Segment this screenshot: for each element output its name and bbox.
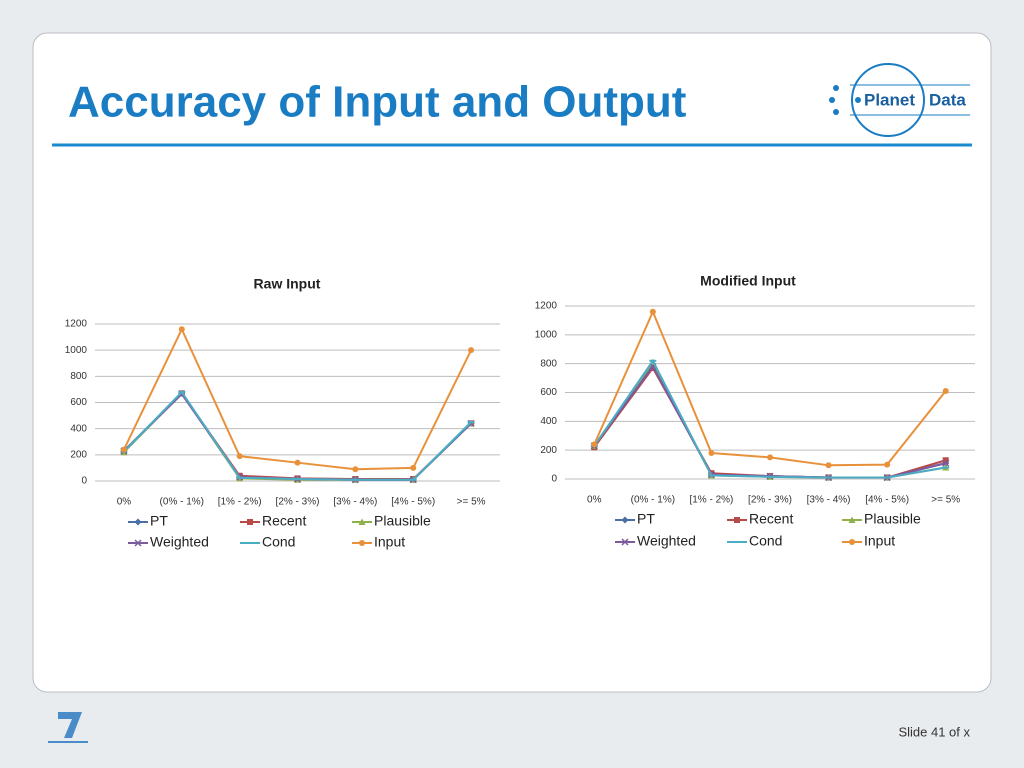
legend-label: Plausible [864, 511, 921, 527]
legend-marker [734, 517, 740, 523]
point [825, 462, 832, 469]
x-tick-label: [1% - 2%) [689, 495, 733, 506]
chart: Raw Input 0 200 400 600 800 1000 1200 0% (0% - 1%… [65, 276, 500, 550]
point [942, 457, 949, 464]
point [591, 441, 598, 448]
legend-marker [247, 519, 253, 525]
logo-text: Planet [864, 90, 915, 109]
legend-label: Cond [749, 533, 782, 549]
slide-number: Slide 41 of x [898, 724, 970, 739]
legend-marker [134, 539, 142, 547]
y-tick-label: 800 [540, 358, 557, 369]
point [294, 459, 301, 466]
y-tick-label: 400 [70, 423, 87, 434]
y-tick-label: 200 [540, 445, 557, 456]
x-tick-label: [3% - 4%) [333, 497, 377, 508]
point [708, 450, 715, 457]
y-tick-label: 0 [551, 474, 557, 485]
legend-label: Weighted [150, 534, 209, 550]
logo-ring [851, 63, 925, 137]
fp7-shape [58, 712, 82, 738]
chart-title: Raw Input [254, 276, 321, 292]
y-tick-label: 1000 [65, 345, 88, 356]
y-tick-label: 1200 [535, 301, 558, 312]
y-tick-label: 600 [540, 387, 557, 398]
legend-marker [358, 518, 366, 525]
y-tick-label: 400 [540, 416, 557, 427]
logo-text: Data [929, 90, 966, 109]
y-tick-label: 200 [70, 449, 87, 460]
point [120, 446, 127, 453]
point [767, 454, 773, 461]
x-tick-label: (0% - 1%) [631, 495, 675, 506]
x-tick-label: [1% - 2%) [218, 497, 262, 508]
chart-title: Modified Input [700, 273, 796, 289]
logo-dot [829, 97, 835, 103]
legend-label: PT [150, 513, 168, 529]
x-tick-label: [2% - 3%) [748, 495, 792, 506]
point [236, 453, 243, 460]
point [178, 326, 185, 333]
point [649, 308, 656, 315]
y-tick-label: 0 [81, 476, 87, 487]
point [468, 347, 475, 354]
logo-dot [833, 109, 839, 115]
legend-marker [849, 539, 855, 545]
legend-label: PT [637, 511, 655, 527]
legend-label: Recent [749, 511, 793, 527]
logo-dot [855, 97, 861, 103]
x-tick-label: [2% - 3%) [276, 497, 320, 508]
x-tick-label: [4% - 5%) [865, 495, 909, 506]
legend-label: Plausible [374, 513, 431, 529]
chart: Modified Input 0 200 400 600 800 1000 1200 0% (0%… [535, 273, 975, 549]
fp7-logo [48, 712, 88, 743]
slide-panel [32, 32, 992, 693]
y-tick-label: 1200 [65, 319, 88, 330]
point [942, 459, 950, 467]
x-tick-label: [3% - 4%) [807, 495, 851, 506]
x-tick-label: [4% - 5%) [391, 497, 435, 508]
x-tick-label: >= 5% [457, 497, 486, 508]
legend-marker [621, 538, 629, 546]
x-tick-label: (0% - 1%) [160, 497, 204, 508]
y-tick-label: 1000 [535, 329, 558, 340]
legend-label: Recent [262, 513, 306, 529]
y-tick-label: 800 [70, 371, 87, 382]
legend-label: Input [864, 533, 895, 549]
legend-marker [848, 516, 856, 523]
legend-label: Input [374, 534, 405, 550]
slide-title: Accuracy of Input and Output [68, 78, 687, 127]
legend-label: Weighted [637, 533, 696, 549]
legend-marker [621, 516, 629, 524]
point [942, 388, 949, 395]
fp7-bar [48, 741, 88, 743]
x-tick-label: 0% [587, 495, 602, 506]
y-tick-label: 600 [70, 397, 87, 408]
point [410, 464, 417, 471]
legend-label: Cond [262, 534, 295, 550]
x-tick-label: >= 5% [931, 495, 960, 506]
legend-marker [359, 540, 365, 546]
legend-marker [134, 518, 142, 526]
logo: Planet Data [829, 63, 970, 137]
point [884, 461, 891, 468]
logo-dot [833, 85, 839, 91]
point [352, 466, 359, 473]
x-tick-label: 0% [117, 497, 132, 508]
